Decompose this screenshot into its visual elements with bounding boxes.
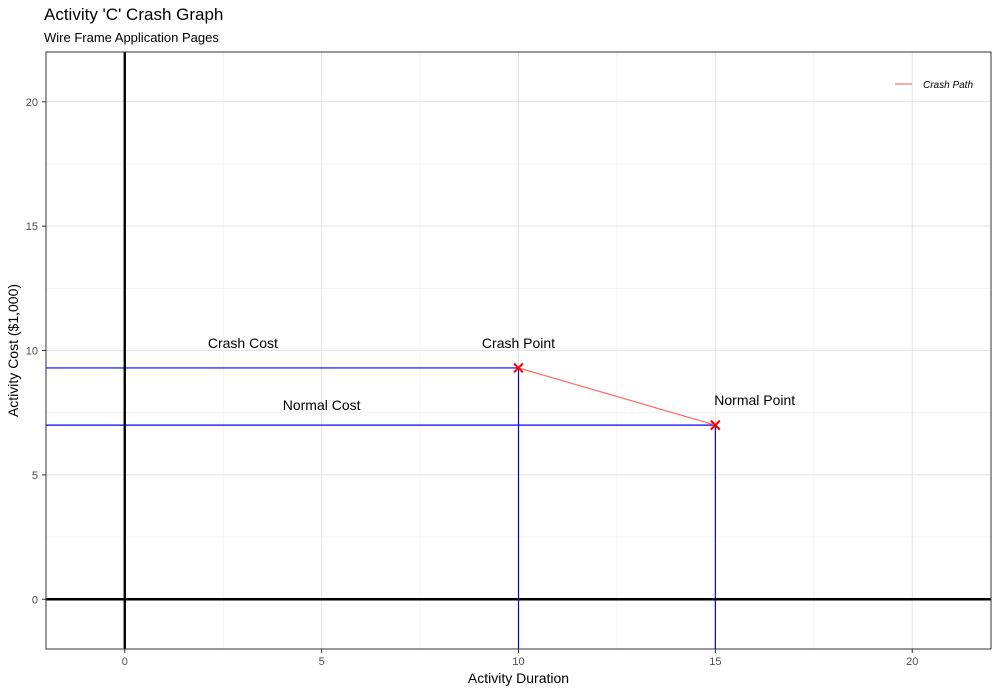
- y-tick-label: 0: [32, 594, 38, 606]
- x-tick-label: 10: [512, 656, 524, 668]
- x-tick-label: 5: [319, 656, 325, 668]
- legend: Crash Path: [895, 80, 973, 91]
- zero-axes: [46, 52, 991, 649]
- legend-label-crash-path: Crash Path: [923, 80, 973, 91]
- y-tick-label: 5: [32, 470, 38, 482]
- y-tick-label: 20: [26, 97, 38, 109]
- x-tick-label: 0: [122, 656, 128, 668]
- y-tick-label: 15: [26, 221, 38, 233]
- annotation-label: Normal Cost: [283, 397, 361, 413]
- annotations-layer: Crash Cost Normal Cost Crash Point Normal P…: [208, 335, 795, 413]
- ticks-layer: 0 5 10 15 20 0 5 10 15 20: [26, 97, 919, 668]
- chart-title: Activity 'C' Crash Graph: [44, 5, 224, 24]
- y-axis-title: Activity Cost ($1,000): [5, 284, 21, 417]
- annotation-label: Normal Point: [714, 392, 795, 408]
- data-point: [710, 419, 721, 431]
- point-mark-stroke: [513, 362, 524, 374]
- x-tick-label: 15: [709, 656, 721, 668]
- x-axis-title: Activity Duration: [468, 670, 569, 686]
- annotation-label: Crash Cost: [208, 335, 278, 351]
- points-layer: [513, 362, 721, 431]
- x-tick-label: 20: [906, 656, 918, 668]
- data-point: [513, 362, 524, 374]
- y-tick-label: 10: [26, 346, 38, 358]
- chart-subtitle: Wire Frame Application Pages: [44, 30, 219, 45]
- point-mark-stroke: [710, 419, 721, 431]
- annotation-label: Crash Point: [482, 335, 555, 351]
- series-line-crash-path: [518, 367, 716, 426]
- series-layer: [518, 367, 716, 426]
- reference-lines: [46, 367, 716, 649]
